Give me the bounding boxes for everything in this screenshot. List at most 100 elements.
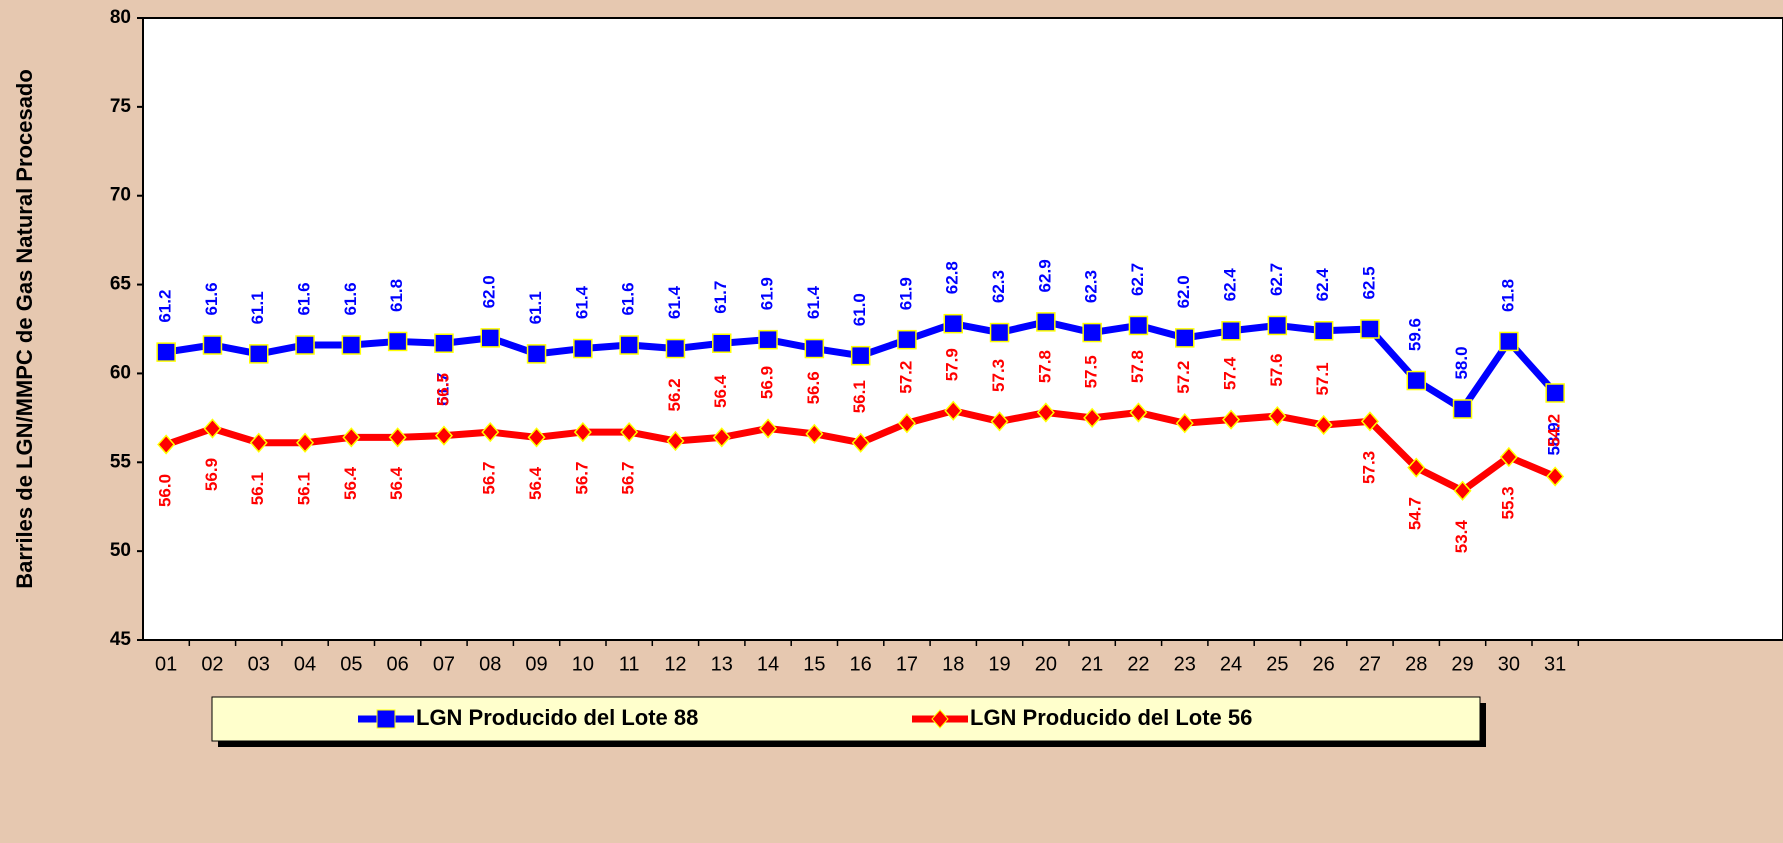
marker — [526, 344, 547, 364]
value-label: 54.2 — [1545, 414, 1564, 447]
x-tick-label: 17 — [896, 653, 918, 675]
y-axis-title: Barriles de LGN/MMPC de Gas Natural Proc… — [12, 69, 37, 589]
value-label: 57.5 — [1082, 355, 1101, 388]
value-label: 57.8 — [1128, 350, 1147, 383]
marker — [1360, 411, 1379, 432]
value-label: 61.0 — [850, 293, 869, 326]
legend-marker — [931, 709, 949, 729]
value-label: 62.4 — [1313, 268, 1332, 302]
value-label: 61.9 — [896, 277, 915, 310]
legend-marker — [376, 709, 396, 729]
marker — [527, 427, 546, 448]
value-label: 62.0 — [1174, 275, 1193, 308]
y-tick-label: 80 — [110, 7, 131, 28]
value-label: 62.3 — [1082, 270, 1101, 303]
value-label: 61.4 — [804, 285, 823, 319]
x-tick-label: 14 — [757, 653, 779, 675]
marker — [388, 427, 407, 448]
value-label: 62.0 — [480, 275, 499, 308]
marker — [620, 421, 639, 443]
x-tick-label: 01 — [155, 653, 177, 675]
y-tick-label: 55 — [110, 451, 132, 472]
x-tick-label: 02 — [201, 653, 223, 675]
marker — [1222, 409, 1241, 430]
marker — [1036, 312, 1056, 332]
x-tick-label: 28 — [1405, 653, 1427, 675]
marker — [157, 434, 176, 455]
marker — [1128, 315, 1149, 336]
value-label: 56.1 — [295, 472, 314, 505]
marker — [434, 333, 454, 353]
x-tick-label: 26 — [1313, 653, 1335, 675]
marker — [759, 418, 778, 439]
marker — [156, 342, 176, 362]
value-label: 57.2 — [1174, 361, 1193, 394]
value-label: 61.8 — [387, 279, 406, 312]
value-label: 57.8 — [1035, 350, 1054, 383]
value-label: 56.9 — [202, 458, 221, 491]
value-label: 57.6 — [1267, 354, 1286, 387]
value-label: 58.0 — [1452, 346, 1471, 379]
value-label: 57.1 — [1313, 362, 1332, 395]
marker — [1129, 402, 1148, 423]
x-tick-label: 06 — [387, 653, 409, 675]
marker — [434, 425, 453, 446]
marker — [1175, 328, 1195, 348]
marker — [1083, 407, 1102, 428]
x-tick-label: 16 — [850, 653, 872, 675]
value-label: 57.3 — [989, 359, 1008, 392]
value-label: 61.7 — [433, 373, 452, 406]
x-tick-label: 13 — [711, 653, 733, 675]
value-label: 56.7 — [619, 462, 638, 495]
x-tick-label: 08 — [479, 653, 501, 675]
marker — [1314, 414, 1333, 436]
y-tick-label: 70 — [110, 185, 131, 206]
x-tick-label: 31 — [1544, 653, 1566, 675]
x-tick-label: 20 — [1035, 653, 1057, 675]
value-label: 57.2 — [896, 361, 915, 394]
marker — [573, 421, 592, 443]
value-label: 62.8 — [943, 261, 962, 294]
value-label: 62.9 — [1035, 259, 1054, 292]
value-label: 56.0 — [156, 474, 175, 507]
marker — [1545, 383, 1565, 403]
marker — [758, 329, 778, 350]
marker — [712, 427, 731, 448]
marker — [850, 345, 871, 366]
value-label: 56.2 — [665, 378, 684, 411]
value-label: 61.4 — [572, 285, 591, 319]
x-tick-label: 23 — [1174, 653, 1196, 675]
value-label: 56.5 — [433, 373, 452, 406]
value-label: 56.7 — [572, 462, 591, 495]
marker — [295, 335, 315, 355]
x-tick-label: 27 — [1359, 653, 1381, 675]
value-label: 58.9 — [1545, 422, 1564, 455]
y-tick-label: 65 — [110, 274, 132, 295]
marker — [804, 338, 825, 359]
marker — [1175, 413, 1194, 434]
marker — [666, 430, 685, 452]
marker — [249, 432, 268, 453]
value-label: 56.4 — [711, 374, 730, 408]
x-tick-label: 10 — [572, 653, 594, 675]
marker — [202, 335, 223, 355]
value-label: 61.2 — [156, 290, 175, 323]
legend-label: LGN Producido del Lote 88 — [416, 705, 698, 730]
value-label: 61.1 — [526, 291, 545, 324]
x-tick-label: 29 — [1451, 653, 1473, 675]
marker — [1268, 405, 1287, 427]
marker — [989, 322, 1010, 343]
value-label: 57.9 — [943, 348, 962, 381]
value-label: 56.9 — [758, 366, 777, 399]
marker — [1407, 457, 1426, 478]
value-label: 55.3 — [1498, 486, 1517, 519]
x-tick-label: 09 — [525, 653, 547, 675]
marker — [203, 418, 222, 439]
value-label: 62.5 — [1359, 266, 1378, 299]
marker — [1313, 321, 1334, 341]
marker — [1221, 321, 1241, 341]
marker — [665, 338, 686, 359]
marker — [1499, 331, 1519, 352]
value-label: 56.7 — [480, 462, 499, 495]
marker — [341, 335, 362, 355]
